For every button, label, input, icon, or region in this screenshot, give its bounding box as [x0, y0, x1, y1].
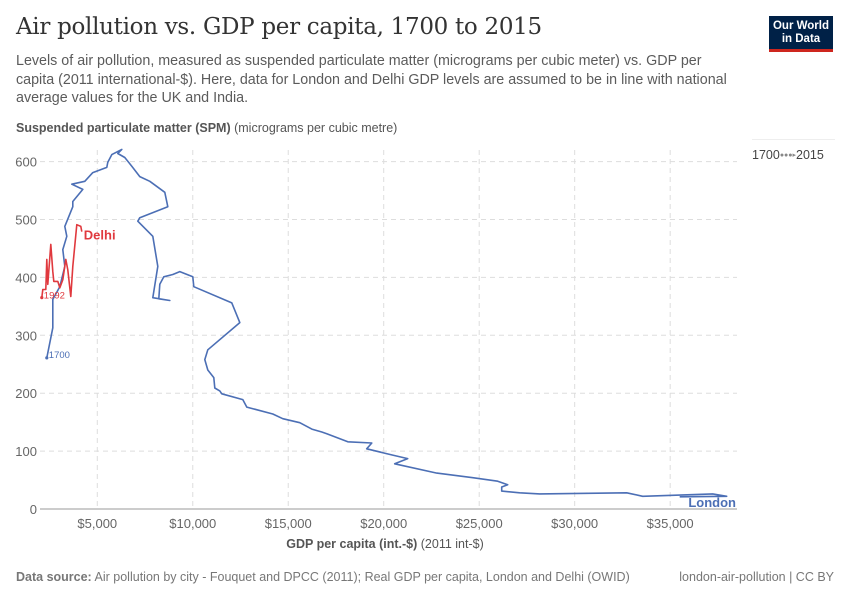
y-axis-label-unit: (micrograms per cubic metre)	[234, 121, 398, 135]
delhi-start-marker	[40, 296, 44, 300]
y-tick-label: 600	[15, 155, 37, 170]
y-tick-label: 100	[15, 444, 37, 459]
delhi-series-label: Delhi	[84, 228, 116, 243]
delhi-series-line	[41, 223, 83, 298]
chart-subtitle: Levels of air pollution, measured as sus…	[16, 53, 727, 106]
london-series-label: London	[688, 495, 736, 510]
x-axis-label-bold: GDP per capita (int.-$)	[286, 537, 418, 551]
x-tick-label: $30,000	[551, 516, 598, 531]
x-tick-label: $25,000	[456, 516, 503, 531]
x-tick-label: $20,000	[360, 516, 407, 531]
london-series-line	[46, 148, 728, 498]
timeline-start: 1700	[752, 148, 780, 162]
x-tick-label: $15,000	[265, 516, 312, 531]
y-tick-label: 400	[15, 270, 37, 285]
y-axis-label-bold: Suspended particulate matter (SPM)	[16, 121, 231, 135]
chart-title: Air pollution vs. GDP per capita, 1700 t…	[16, 14, 542, 40]
owid-logo[interactable]: Our World in Data	[769, 16, 833, 52]
delhi-start-label: 1992	[44, 291, 65, 302]
x-axis-label: GDP per capita (int.-$) (2011 int-$)	[0, 537, 770, 551]
y-axis-label: Suspended particulate matter (SPM) (micr…	[16, 121, 397, 135]
source-text[interactable]: Air pollution by city - Fouquet and DPCC…	[94, 570, 630, 584]
london-start-label: 1700	[49, 350, 70, 361]
footer-slug[interactable]: london-air-pollution | CC BY	[679, 570, 834, 584]
y-tick-label: 200	[15, 386, 37, 401]
y-tick-label: 300	[15, 328, 37, 343]
y-tick-label: 0	[30, 502, 37, 517]
timeline-indicator[interactable]: 1700●●●▸2015	[752, 148, 824, 162]
timeline-arrow-icon: ●●●▸	[779, 152, 797, 159]
timeline-divider	[752, 139, 835, 140]
london-start-marker	[45, 356, 49, 360]
x-axis-label-unit: (2011 int-$)	[420, 537, 484, 551]
x-tick-label: $35,000	[647, 516, 694, 531]
x-tick-label: $5,000	[77, 516, 117, 531]
source-label: Data source:	[16, 570, 92, 584]
x-tick-label: $10,000	[169, 516, 216, 531]
y-tick-label: 500	[15, 212, 37, 227]
timeline-end: 2015	[796, 148, 824, 162]
footer-source: Data source: Air pollution by city - Fou…	[16, 570, 630, 584]
